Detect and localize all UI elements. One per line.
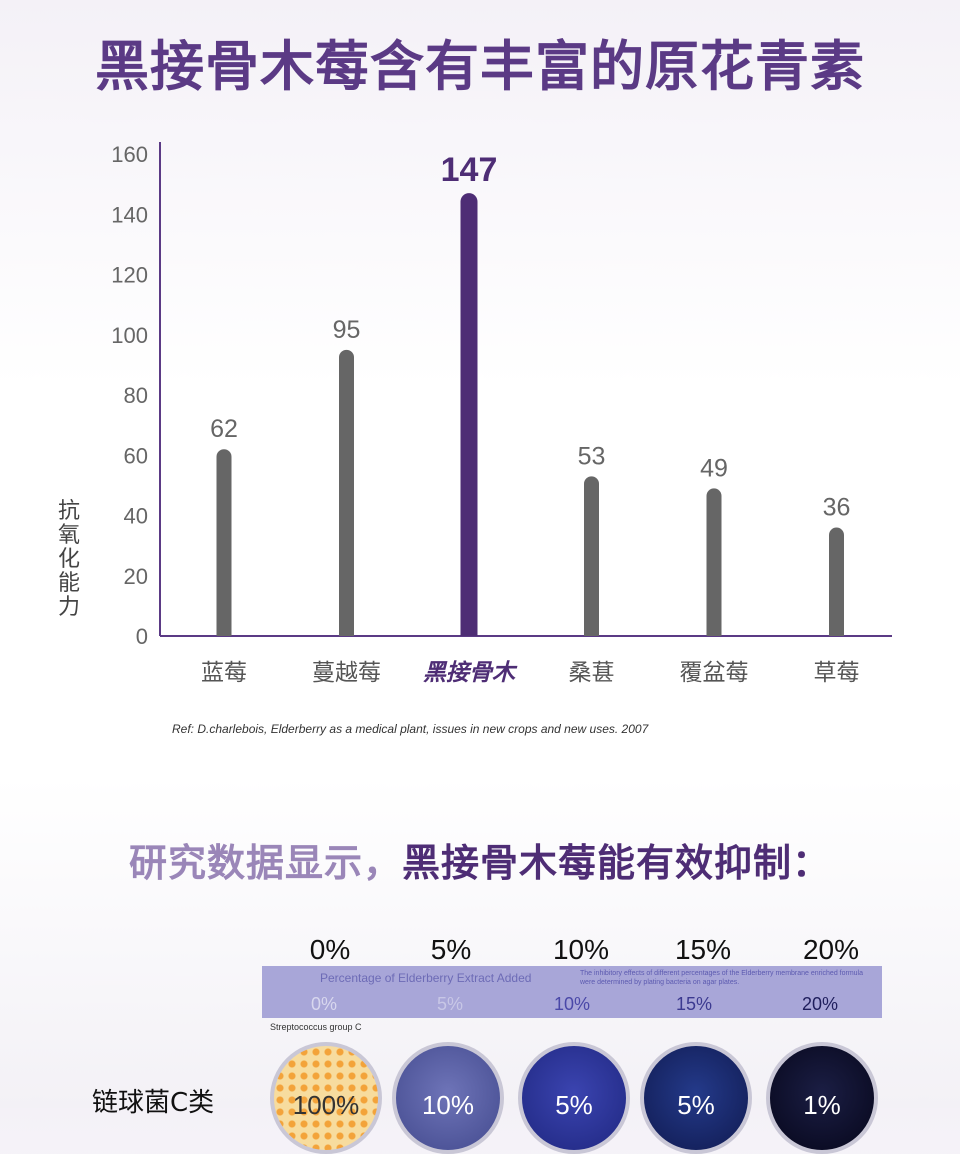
category-label: 桑葚 <box>569 660 615 686</box>
subtitle-part-2: 黑接骨木莓能有效抑制： <box>402 841 832 885</box>
band-title: Percentage of Elderberry Extract Added <box>320 971 532 985</box>
dish-value: 5% <box>677 1090 715 1120</box>
data-label: 53 <box>578 442 606 470</box>
top-percentage: 15% <box>674 934 732 965</box>
category-label: 蓝莓 <box>201 660 247 686</box>
extract-band: Percentage of Elderberry Extract Added T… <box>262 966 882 1018</box>
y-tick-label: 160 <box>111 142 148 167</box>
band-percentage: 15% <box>675 994 713 1014</box>
dish-value: 100% <box>292 1090 360 1120</box>
top-percentage: 10% <box>552 934 610 965</box>
category-label: 覆盆莓 <box>680 660 749 686</box>
petri-dish: 5% <box>640 1042 752 1154</box>
petri-dish: 100% <box>270 1042 382 1154</box>
bar <box>460 193 478 636</box>
y-tick-label: 0 <box>136 624 148 649</box>
y-tick-label: 120 <box>111 263 148 288</box>
bar-base <box>339 626 354 636</box>
category-label: 草莓 <box>814 660 860 686</box>
data-label: 95 <box>333 316 361 344</box>
band-percentage: 0% <box>310 994 337 1014</box>
band-percentage: 10% <box>553 994 591 1014</box>
bar <box>339 349 354 636</box>
petri-dish: 5% <box>518 1042 630 1154</box>
y-tick-label: 40 <box>124 504 148 529</box>
page-title: 黑接骨木莓含有丰富的原花青素 <box>95 35 865 98</box>
bar <box>706 488 722 636</box>
bar-base <box>460 626 478 636</box>
top-percentage: 5% <box>430 934 472 965</box>
band-note: The inhibitory effects of different perc… <box>580 970 864 986</box>
y-axis-label: 抗氧化能力 <box>58 499 81 620</box>
bar <box>584 476 599 636</box>
band-percentage: 5% <box>436 994 463 1014</box>
bacteria-row-label: 链球菌C类 <box>92 1088 215 1118</box>
bar-chart: 0 20 40 60 80 100 120 140 160 62 蓝莓 95 蔓越莓 147 黑接骨木 53 桑… <box>111 142 892 686</box>
bar-base <box>584 626 599 636</box>
bar <box>829 527 844 636</box>
data-label: 62 <box>210 415 238 443</box>
y-tick-label: 100 <box>111 323 148 348</box>
bar-base <box>706 626 722 636</box>
top-percentage: 20% <box>802 934 860 965</box>
category-label: 蔓越莓 <box>312 660 381 686</box>
organism-label: Streptococcus group C <box>270 1022 362 1032</box>
y-tick-label: 80 <box>124 383 148 408</box>
y-tick-label: 140 <box>111 202 148 227</box>
top-percentage: 0% <box>309 934 351 965</box>
petri-dish: 10% <box>392 1042 504 1154</box>
dish-value: 1% <box>803 1090 841 1120</box>
category-label: 黑接骨木 <box>423 660 518 686</box>
data-label: 49 <box>700 454 728 482</box>
y-tick-label: 60 <box>124 443 148 468</box>
dish-value: 10% <box>421 1090 475 1120</box>
bar <box>216 449 232 636</box>
data-label: 147 <box>441 151 498 189</box>
band-percentage: 20% <box>801 994 839 1014</box>
bar-base <box>829 626 844 636</box>
dish-value: 5% <box>555 1090 593 1120</box>
petri-dish: 1% <box>766 1042 878 1154</box>
y-tick-label: 20 <box>124 564 148 589</box>
section-subtitle: 研究数据显示，黑接骨木莓能有效抑制： <box>0 832 960 887</box>
bar-base <box>216 626 232 636</box>
subtitle-part-1: 研究数据显示， <box>128 841 402 885</box>
reference-note: Ref: D.charlebois, Elderberry as a medic… <box>172 722 649 736</box>
data-label: 36 <box>823 494 851 522</box>
